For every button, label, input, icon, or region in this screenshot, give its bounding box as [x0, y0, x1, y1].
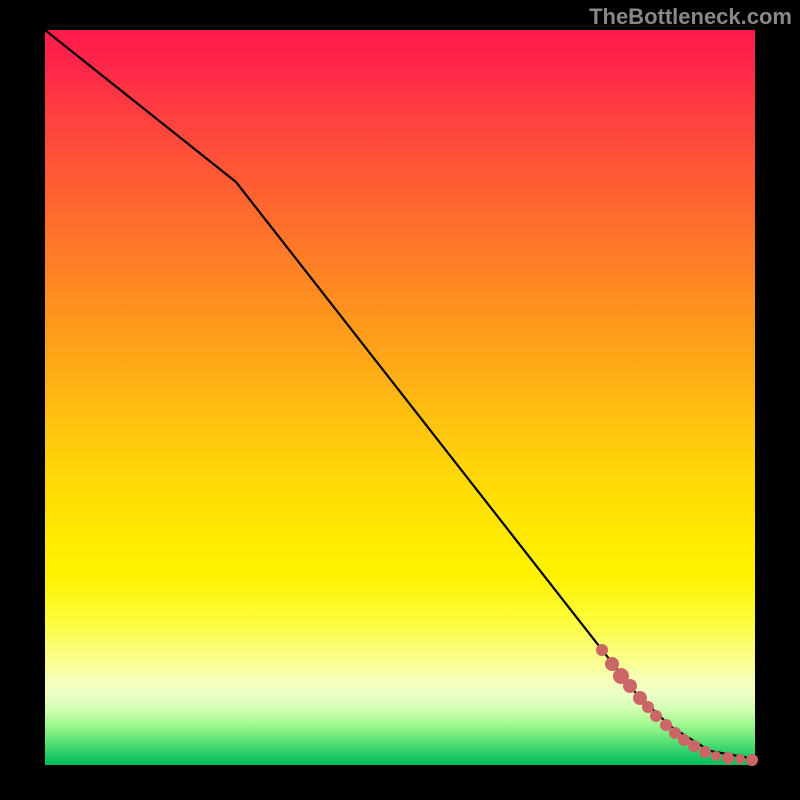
data-marker	[623, 679, 637, 693]
data-marker	[735, 754, 745, 764]
watermark-label: TheBottleneck.com	[589, 4, 792, 30]
data-marker	[746, 754, 758, 766]
data-marker	[650, 710, 662, 722]
data-marker	[678, 734, 690, 746]
plot-background	[45, 30, 755, 765]
bottleneck-chart	[0, 0, 800, 800]
chart-container: TheBottleneck.com	[0, 0, 800, 800]
data-marker	[722, 752, 734, 764]
data-marker	[688, 740, 700, 752]
data-marker	[660, 719, 672, 731]
data-marker	[605, 657, 619, 671]
data-marker	[596, 644, 608, 656]
data-marker	[699, 746, 711, 758]
data-marker	[711, 751, 721, 761]
data-marker	[642, 701, 654, 713]
